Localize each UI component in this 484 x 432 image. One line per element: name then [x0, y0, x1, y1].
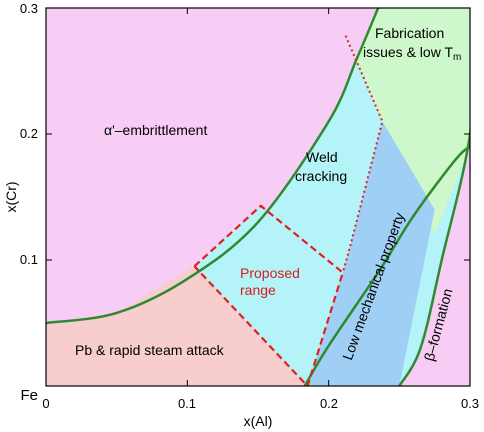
lines-layer [46, 8, 470, 386]
pb-steam-region [46, 266, 308, 386]
x-tick-label-0: 0 [42, 396, 49, 411]
fabrication-label-line1: Fabrication [375, 25, 444, 41]
proposed-range-fill [194, 205, 343, 386]
weld-boundary-line [341, 35, 384, 273]
y-tick-label-0.3: 0.3 [20, 1, 38, 16]
low-mech-boundary-line [303, 145, 470, 386]
fabrication-label-sub: m [453, 52, 461, 63]
fabrication-label-line2: issues & low Tm [363, 44, 461, 63]
fabrication-region [345, 8, 470, 235]
y-tick-label-0.1: 0.1 [20, 252, 38, 267]
proposed-range-outline [193, 204, 345, 386]
x-tick-label-0.1: 0.1 [178, 396, 196, 411]
alpha-embrittlement-label: α'–embrittlement [104, 122, 207, 138]
ticks-layer [45, 7, 471, 386]
y-axis-title: x(Cr) [3, 181, 19, 212]
proposed-label-line1: Proposed [240, 265, 300, 281]
weld-label-line2: cracking [295, 168, 347, 184]
beta-region [399, 134, 470, 386]
origin-label: Fe [20, 387, 38, 404]
fabrication-label-main: issues & low T [363, 44, 453, 60]
x-axis-title: x(Al) [244, 413, 273, 429]
x-tick-label-0.3: 0.3 [461, 396, 479, 411]
y-tick-label-0.2: 0.2 [20, 126, 38, 141]
low-mech-region [307, 121, 435, 386]
embrittlement-boundary-line [46, 8, 380, 325]
weld-label-line1: Weld [306, 149, 338, 165]
pb-steam-label: Pb & rapid steam attack [75, 342, 225, 358]
proposed-label-line2: range [240, 282, 276, 298]
x-tick-label-0.2: 0.2 [320, 396, 338, 411]
regions-layer [46, 8, 470, 386]
beta-boundary-line [398, 123, 470, 386]
plot-frame [45, 7, 471, 387]
